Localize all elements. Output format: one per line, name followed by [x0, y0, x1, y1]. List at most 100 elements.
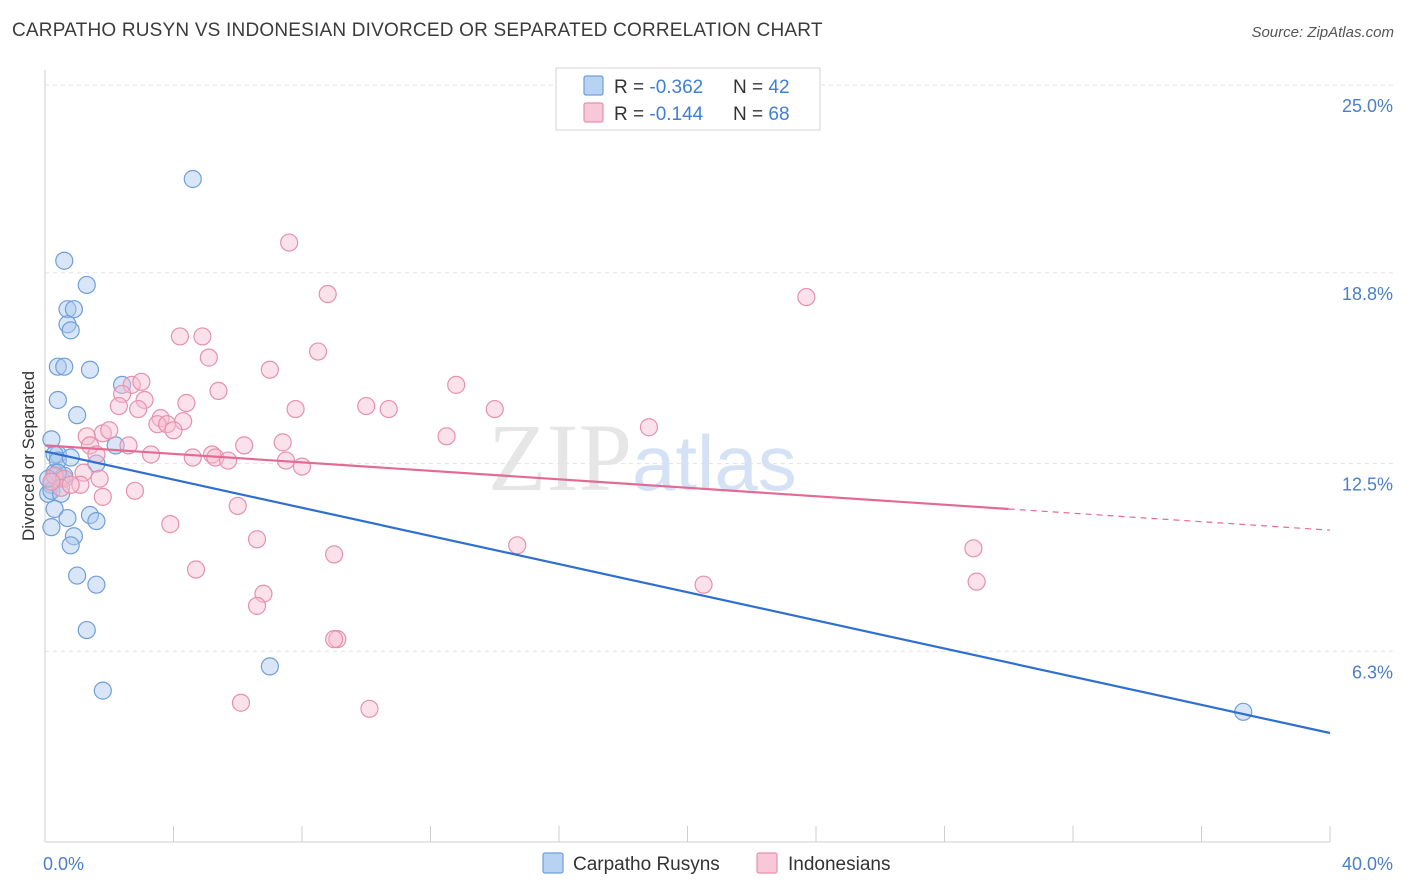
point-indonesian — [437, 427, 456, 446]
axis-labels: Divorced or Separated 6.3% 12.5% 18.8% 25.0… — [19, 96, 1393, 874]
point-indonesian — [93, 487, 112, 506]
point-carpatho-rusyn — [55, 251, 74, 270]
source-credit: Source: ZipAtlas.com — [1251, 24, 1394, 41]
point-carpatho-rusyn — [77, 275, 96, 295]
point-indonesian — [61, 475, 80, 494]
point-indonesian — [170, 327, 190, 346]
series-legend-label-blue: Carpatho Rusyns — [573, 854, 720, 875]
legend-r-label-blue: R = — [614, 77, 649, 98]
point-indonesian — [325, 630, 344, 649]
point-indonesian — [228, 496, 247, 516]
point-indonesian — [129, 399, 148, 419]
point-indonesian — [967, 572, 986, 591]
point-indonesian — [273, 433, 292, 452]
point-indonesian — [318, 284, 337, 304]
point-indonesian — [286, 399, 305, 419]
point-indonesian — [219, 451, 238, 470]
y-tick-label: 18.8% — [1342, 284, 1393, 304]
legend-swatch-pink — [583, 102, 604, 123]
point-indonesian — [186, 560, 206, 579]
point-carpatho-rusyn — [58, 300, 77, 319]
y-tick-label: 12.5% — [1342, 475, 1393, 495]
legend-row-pink: R = -0.144 N = 68 — [583, 102, 790, 125]
point-indonesian — [161, 515, 180, 534]
point-indonesian — [379, 399, 398, 419]
legend-box: R = -0.362 N = 42 R = -0.144 N = 68 — [555, 67, 821, 131]
data-points — [39, 169, 1253, 721]
legend-n-label-pink: N = — [733, 104, 768, 125]
point-indonesian — [109, 396, 128, 416]
svg-text:N = 42: N = 42 — [733, 77, 790, 98]
point-carpatho-rusyn — [45, 499, 64, 519]
point-indonesian — [100, 421, 119, 440]
point-indonesian — [177, 393, 196, 413]
point-carpatho-rusyn — [51, 484, 71, 503]
point-indonesian — [639, 418, 659, 437]
y-tick-label: 25.0% — [1342, 96, 1393, 116]
point-indonesian — [183, 448, 202, 467]
point-indonesian — [292, 457, 312, 476]
point-indonesian — [90, 469, 109, 488]
grid-lines — [45, 84, 1393, 652]
point-carpatho-rusyn — [64, 300, 84, 319]
point-indonesian — [485, 399, 504, 419]
point-carpatho-rusyn — [68, 566, 87, 585]
point-indonesian — [357, 396, 376, 416]
point-indonesian — [447, 375, 466, 394]
point-carpatho-rusyn — [61, 321, 80, 340]
x-tick-label-min: 0.0% — [43, 854, 84, 874]
point-indonesian — [193, 327, 212, 346]
point-carpatho-rusyn — [183, 169, 202, 189]
legend-r-value-blue: -0.362 — [649, 77, 703, 98]
legend-row-blue: R = -0.362 N = 42 — [583, 75, 790, 98]
svg-text:R = -0.144: R = -0.144 — [614, 104, 704, 125]
point-indonesian — [247, 596, 267, 615]
y-tick-label: 6.3% — [1352, 662, 1393, 682]
point-indonesian — [231, 693, 251, 712]
legend-n-label-blue: N = — [733, 77, 768, 98]
series-legend-label-pink: Indonesians — [788, 854, 890, 875]
point-indonesian — [260, 360, 279, 379]
trend-line-indonesian — [44, 444, 1009, 511]
point-indonesian — [508, 536, 527, 555]
watermark-zip: ZIP — [488, 404, 632, 511]
point-indonesian — [797, 287, 816, 307]
legend-r-value-pink: -0.144 — [649, 104, 703, 125]
point-carpatho-rusyn — [55, 357, 74, 376]
point-indonesian — [360, 699, 379, 718]
legend-r-label-pink: R = — [614, 104, 649, 125]
point-indonesian — [125, 481, 145, 500]
point-indonesian — [280, 233, 299, 252]
point-indonesian — [164, 421, 183, 440]
trend-line-carpatho-rusyn — [44, 450, 1331, 735]
point-indonesian — [141, 445, 161, 464]
watermark: ZIP atlas — [488, 404, 797, 511]
point-indonesian — [132, 372, 151, 391]
series-legend: Carpatho Rusyns Indonesians — [542, 852, 890, 875]
legend-n-value-blue: 42 — [768, 77, 789, 98]
legend-swatch-blue — [583, 75, 604, 96]
point-carpatho-rusyn — [42, 518, 61, 537]
point-indonesian — [135, 390, 154, 410]
axes — [44, 70, 1331, 843]
chart-title: CARPATHO RUSYN VS INDONESIAN DIVORCED OR… — [12, 20, 823, 41]
point-indonesian — [148, 415, 167, 434]
point-indonesian — [325, 545, 344, 564]
point-indonesian — [42, 472, 61, 491]
point-carpatho-rusyn — [48, 390, 67, 410]
point-indonesian — [308, 342, 328, 361]
trend-lines — [44, 444, 1331, 735]
point-carpatho-rusyn — [87, 575, 106, 594]
point-indonesian — [202, 445, 222, 464]
point-carpatho-rusyn — [48, 357, 67, 376]
point-carpatho-rusyn — [42, 430, 61, 449]
point-carpatho-rusyn — [87, 511, 106, 531]
point-indonesian — [964, 539, 983, 558]
point-indonesian — [71, 475, 90, 494]
trend-line-indonesian-extension — [1008, 508, 1331, 531]
point-carpatho-rusyn — [77, 620, 96, 640]
point-indonesian — [247, 530, 267, 549]
series-legend-swatch-blue — [542, 852, 564, 874]
x-tick-label-max: 40.0% — [1342, 854, 1393, 874]
